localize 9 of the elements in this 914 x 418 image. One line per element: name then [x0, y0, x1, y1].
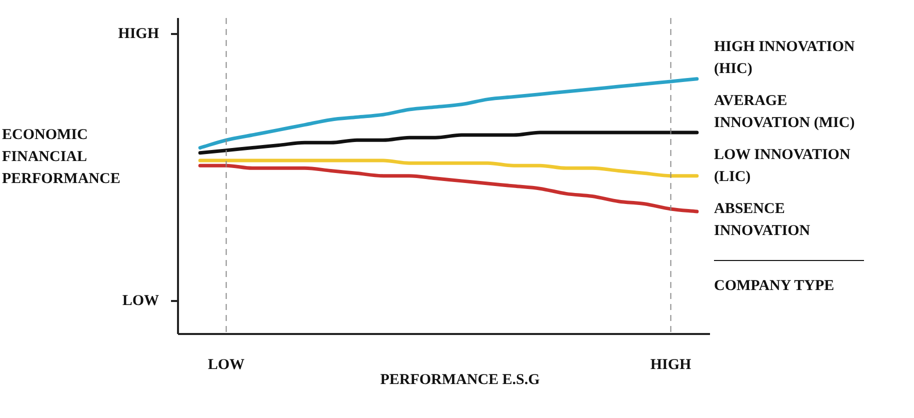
series-label: LOW INNOVATION (LIC): [714, 146, 852, 187]
series-label: ABSENCE INNOVATION: [714, 200, 812, 241]
text: LOW: [122, 292, 159, 309]
series-label: HIGH INNOVATION (HIC): [714, 38, 856, 79]
legend-title: COMPANY TYPE: [714, 260, 864, 297]
x-axis-title: PERFORMANCE E.S.G: [379, 371, 541, 390]
y-axis-title: ECONOMIC FINANCIAL PERFORMANCE: [2, 126, 122, 189]
text: HIGH: [118, 26, 160, 42]
series-label: AVERAGE INNOVATION (MIC): [714, 92, 856, 133]
